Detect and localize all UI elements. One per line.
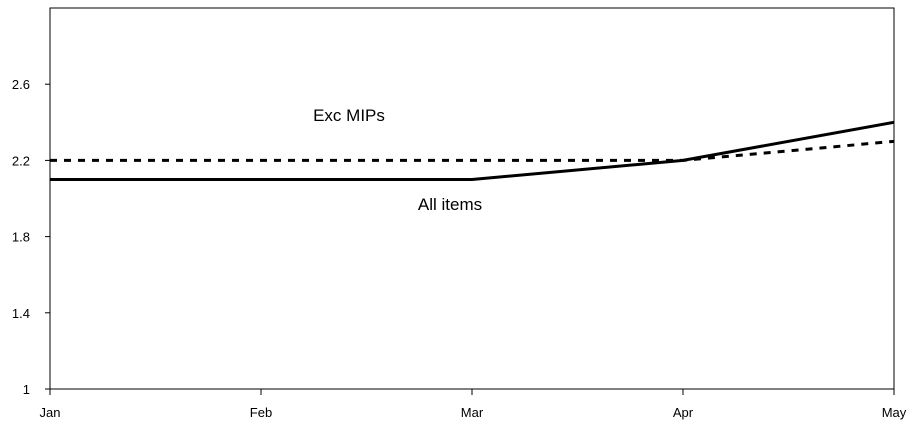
series-line-all-items — [50, 120, 895, 181]
series-label-all-items: All items — [418, 195, 482, 214]
x-axis: Jan Feb Mar Apr May — [40, 389, 907, 420]
y-axis: 1 1.4 1.8 2.2 2.6 — [12, 77, 50, 397]
series-line-exc-mips — [50, 139, 895, 162]
y-tick-label: 1.4 — [12, 306, 30, 321]
y-tick-label: 1.8 — [12, 230, 30, 245]
y-tick-label: 2.2 — [12, 153, 30, 168]
series-lines — [50, 120, 895, 181]
series-label-exc-mips: Exc MIPs — [313, 106, 385, 125]
y-tick-label: 2.6 — [12, 77, 30, 92]
x-tick-label: May — [882, 405, 907, 420]
y-tick-label: 1 — [23, 382, 30, 397]
x-tick-label: Mar — [461, 405, 484, 420]
x-tick-label: Apr — [673, 405, 694, 420]
x-tick-label: Feb — [250, 405, 272, 420]
x-tick-label: Jan — [40, 405, 61, 420]
